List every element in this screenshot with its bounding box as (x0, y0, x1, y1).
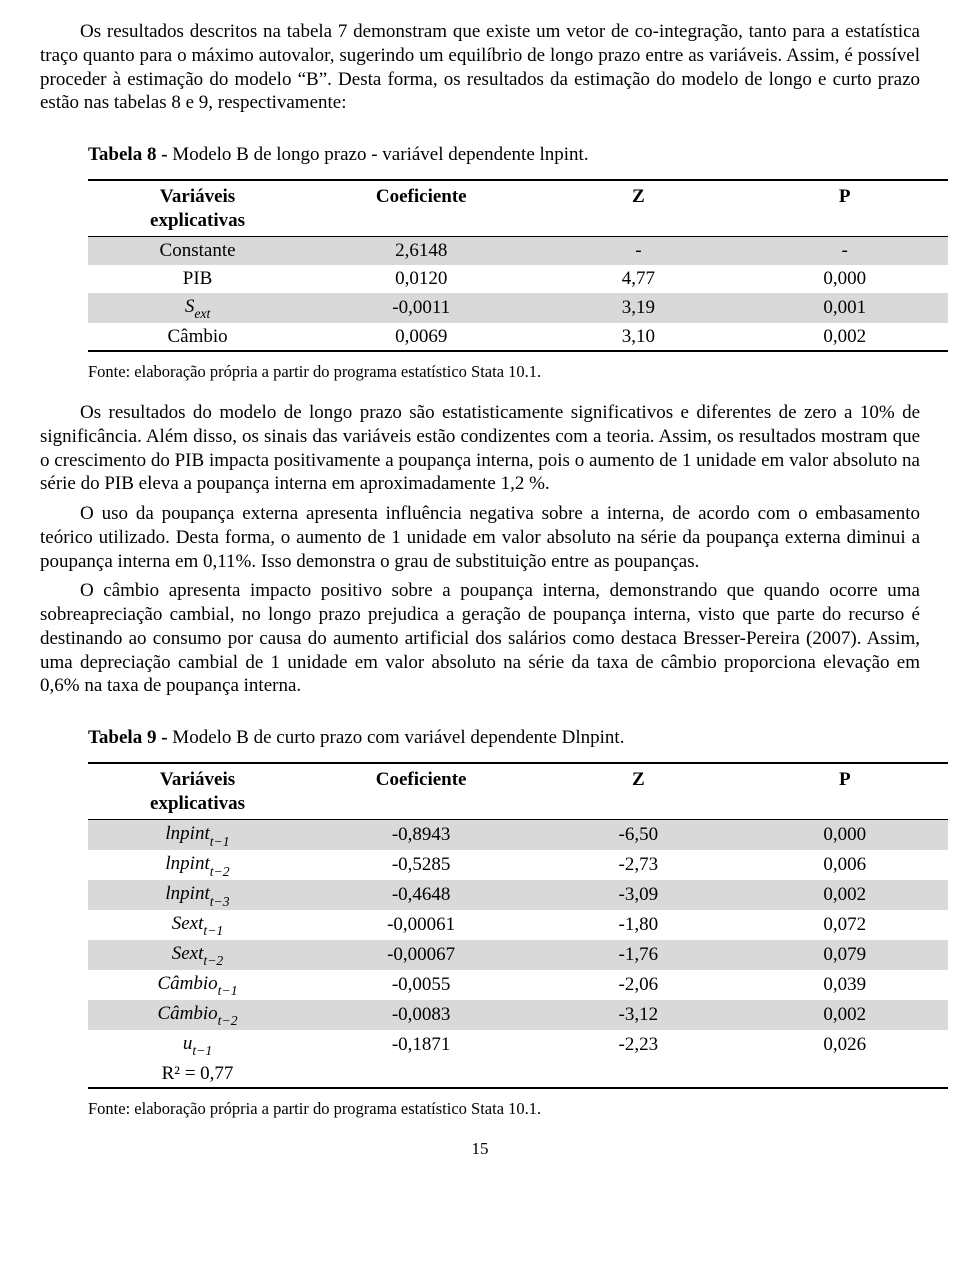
row-z: 3,19 (535, 293, 741, 323)
row-variable: lnpintt−3 (88, 880, 307, 910)
row-p: 0,006 (741, 850, 948, 880)
table9-title: Tabela 9 - Modelo B de curto prazo com v… (88, 726, 920, 750)
row-p: 0,000 (741, 820, 948, 850)
row-coef: 0,0069 (307, 323, 535, 352)
table8-header-var: Variáveis explicativas (88, 180, 307, 237)
row-coef: -0,00061 (307, 910, 535, 940)
row-z: - (535, 237, 741, 265)
table8-title: Tabela 8 - Modelo B de longo prazo - var… (88, 143, 920, 167)
table9-body: lnpintt−1-0,8943-6,500,000lnpintt−2-0,52… (88, 820, 948, 1089)
row-variable: lnpintt−1 (88, 820, 307, 850)
table9-header-var: Variáveis explicativas (88, 763, 307, 820)
row-z: 3,10 (535, 323, 741, 352)
row-p: 0,026 (741, 1030, 948, 1060)
table-row: Câmbiot−2-0,0083-3,120,002 (88, 1000, 948, 1030)
table-row: lnpintt−2-0,5285-2,730,006 (88, 850, 948, 880)
row-p: 0,000 (741, 265, 948, 293)
table8-source: Fonte: elaboração própria a partir do pr… (88, 362, 920, 383)
row-variable: Câmbio (88, 323, 307, 352)
row-variable: Câmbiot−2 (88, 1000, 307, 1030)
page-container: Os resultados descritos na tabela 7 demo… (0, 0, 960, 1199)
row-z: -1,80 (535, 910, 741, 940)
row-p: 0,039 (741, 970, 948, 1000)
row-variable: lnpintt−2 (88, 850, 307, 880)
row-p: 0,072 (741, 910, 948, 940)
table-row: Câmbiot−1-0,0055-2,060,039 (88, 970, 948, 1000)
row-z: 4,77 (535, 265, 741, 293)
row-coef: -0,4648 (307, 880, 535, 910)
table8-header-p: P (741, 180, 948, 237)
row-coef: -0,0083 (307, 1000, 535, 1030)
table8: Variáveis explicativas Coeficiente Z P C… (88, 179, 948, 353)
row-coef: -0,1871 (307, 1030, 535, 1060)
table-row: Constante2,6148-- (88, 237, 948, 265)
table-row: lnpintt−1-0,8943-6,500,000 (88, 820, 948, 850)
row-variable: PIB (88, 265, 307, 293)
table8-title-rest: Modelo B de longo prazo - variável depen… (172, 144, 588, 165)
row-z: -1,76 (535, 940, 741, 970)
row-coef: 2,6148 (307, 237, 535, 265)
paragraph-results-2: O uso da poupança externa apresenta infl… (40, 502, 920, 573)
row-p: 0,001 (741, 293, 948, 323)
row-coef: -0,8943 (307, 820, 535, 850)
table-row: Sext-0,00113,190,001 (88, 293, 948, 323)
row-z: -2,73 (535, 850, 741, 880)
row-p: 0,002 (741, 880, 948, 910)
paragraph-results-1: Os resultados do modelo de longo prazo s… (40, 401, 920, 496)
table-row: Sextt−1-0,00061-1,800,072 (88, 910, 948, 940)
row-p: 0,002 (741, 323, 948, 352)
table-row: ut−1-0,1871-2,230,026 (88, 1030, 948, 1060)
table9: Variáveis explicativas Coeficiente Z P l… (88, 762, 948, 1090)
table9-source: Fonte: elaboração própria a partir do pr… (88, 1099, 920, 1120)
table-row-rsq: R² = 0,77 (88, 1060, 948, 1089)
table9-header-z: Z (535, 763, 741, 820)
row-coef: 0,0120 (307, 265, 535, 293)
table8-body: Constante2,6148--PIB0,01204,770,000Sext-… (88, 237, 948, 352)
row-z: -2,06 (535, 970, 741, 1000)
table8-header-z: Z (535, 180, 741, 237)
rsq-cell: R² = 0,77 (88, 1060, 307, 1089)
row-variable: Sext (88, 293, 307, 323)
intro-paragraph: Os resultados descritos na tabela 7 demo… (40, 20, 920, 115)
table9-header-p: P (741, 763, 948, 820)
row-coef: -0,0055 (307, 970, 535, 1000)
row-z: -3,12 (535, 1000, 741, 1030)
row-variable: Sextt−2 (88, 940, 307, 970)
row-variable: Constante (88, 237, 307, 265)
row-coef: -0,00067 (307, 940, 535, 970)
row-z: -6,50 (535, 820, 741, 850)
table8-title-bold: Tabela 8 - (88, 144, 172, 165)
table-row: Sextt−2-0,00067-1,760,079 (88, 940, 948, 970)
table9-title-rest: Modelo B de curto prazo com variável dep… (172, 727, 624, 748)
row-variable: ut−1 (88, 1030, 307, 1060)
row-variable: Câmbiot−1 (88, 970, 307, 1000)
table8-header-coef: Coeficiente (307, 180, 535, 237)
table-row: PIB0,01204,770,000 (88, 265, 948, 293)
row-z: -2,23 (535, 1030, 741, 1060)
table-row: Câmbio0,00693,100,002 (88, 323, 948, 352)
row-p: 0,079 (741, 940, 948, 970)
row-p: 0,002 (741, 1000, 948, 1030)
row-z: -3,09 (535, 880, 741, 910)
page-number: 15 (40, 1138, 920, 1159)
paragraph-results-3: O câmbio apresenta impacto positivo sobr… (40, 579, 920, 698)
row-coef: -0,5285 (307, 850, 535, 880)
table9-title-bold: Tabela 9 - (88, 727, 172, 748)
table9-header-coef: Coeficiente (307, 763, 535, 820)
row-p: - (741, 237, 948, 265)
row-coef: -0,0011 (307, 293, 535, 323)
row-variable: Sextt−1 (88, 910, 307, 940)
table-row: lnpintt−3-0,4648-3,090,002 (88, 880, 948, 910)
